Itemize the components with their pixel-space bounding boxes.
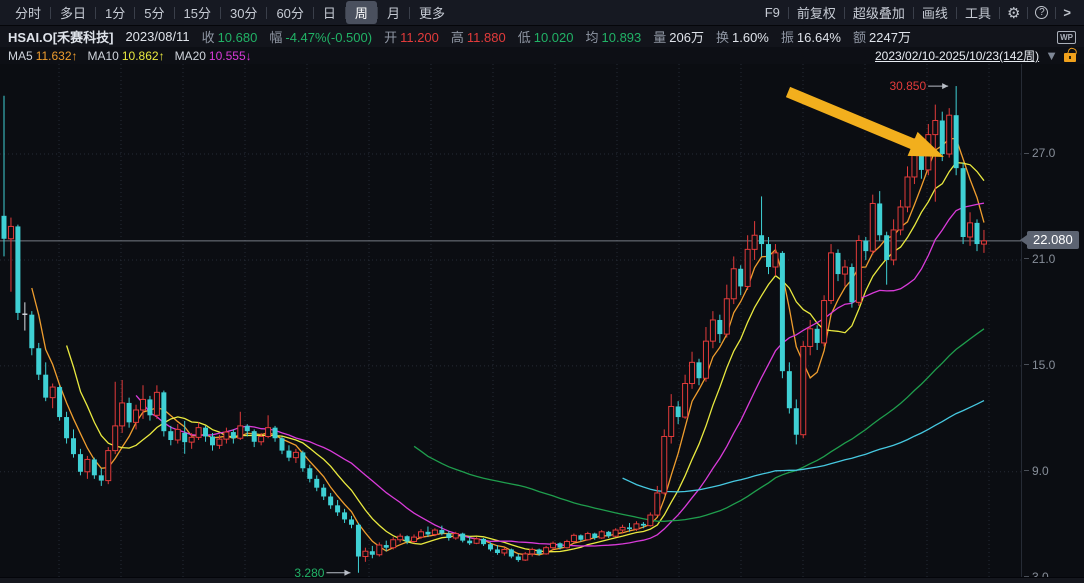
ma-legend-bar: MA5 11.632↑ MA10 10.862↑ MA20 10.555↓ 2023/02…: [0, 47, 1084, 64]
separator: [843, 6, 845, 19]
quote-field-开: 开 11.200: [384, 30, 439, 45]
period-tab-15分[interactable]: 15分: [183, 6, 211, 21]
period-tab-5分[interactable]: 5分: [144, 6, 165, 21]
ma-legend-items: MA5 11.632↑ MA10 10.862↑ MA20 10.555↓: [8, 49, 262, 63]
candlestick-chart[interactable]: 30.850 3.280: [0, 64, 1022, 583]
period-tab-日[interactable]: 日: [322, 6, 336, 21]
tool-button-超级叠加[interactable]: 超级叠加: [852, 6, 905, 21]
separator: [408, 6, 410, 19]
help-icon[interactable]: ?: [1028, 6, 1055, 19]
tool-button-画线[interactable]: 画线: [921, 6, 948, 21]
period-tab-30分[interactable]: 30分: [229, 6, 258, 21]
quote-field-低: 低 10.020: [517, 30, 574, 45]
period-toolbar: 分时 多日 1分 5分 15分 30分 60分 日周月 更多 F9 前复权 超级叠加 画线 工具 ⚙ ?…: [0, 0, 1084, 26]
quote-field-量: 量 206万: [653, 30, 704, 45]
svg-text:30.850: 30.850: [889, 79, 926, 93]
quote-field-均: 均 10.893: [585, 30, 642, 45]
wp-monitor-icon[interactable]: WP: [1057, 31, 1076, 44]
period-tab-1分[interactable]: 1分: [105, 6, 126, 21]
ma-legend-MA5: MA5 11.632↑: [8, 48, 78, 63]
period-tab-月[interactable]: 月: [386, 6, 400, 21]
separator: [95, 6, 97, 19]
axis-tick-15.0: 15.0: [1024, 358, 1055, 372]
quote-fields: 收 10.680 幅 -4.47%(-0.500) 开 11.200 高 11.880 低 10.…: [202, 27, 923, 46]
axis-tick-9.0: 9.0: [1024, 464, 1049, 478]
tool-button-前复权[interactable]: 前复权: [796, 6, 836, 21]
last-price-badge: 22.080: [1020, 230, 1079, 249]
separator: [344, 6, 346, 19]
quote-field-额: 额 2247万: [852, 30, 911, 45]
price-axis[interactable]: 27.021.015.09.03.0: [1022, 64, 1084, 583]
axis-tick-27.0: 27.0: [1024, 146, 1055, 160]
separator: [219, 6, 221, 19]
quote-field-收: 收 10.680: [201, 30, 258, 45]
period-tab-多日[interactable]: 多日: [60, 6, 87, 21]
toolbar-right: F9 前复权 超级叠加 画线 工具 ⚙ ? >: [757, 1, 1078, 24]
quote-field-高: 高 11.880: [450, 30, 506, 45]
period-tab-60分[interactable]: 60分: [276, 6, 304, 21]
tool-button-工具[interactable]: 工具: [964, 6, 991, 21]
range-dropdown-icon[interactable]: ▼: [1045, 48, 1058, 63]
quote-field-幅: 幅 -4.47%(-0.500): [269, 30, 373, 45]
stock-symbol: HSAI.O[禾赛科技]: [8, 30, 114, 45]
period-tab-更多[interactable]: 更多: [418, 6, 445, 21]
separator: [955, 6, 957, 19]
separator: [376, 6, 378, 19]
ma-legend-MA20: MA20 10.555↓: [174, 48, 252, 63]
ma-legend-MA10: MA10 10.862↑: [87, 48, 165, 63]
unlock-icon[interactable]: [1064, 53, 1076, 62]
quote-field-换: 换 1.60%: [715, 30, 769, 45]
chevron-right-icon[interactable]: >: [1063, 5, 1071, 20]
separator: [912, 6, 914, 19]
separator: [1055, 6, 1057, 19]
separator: [998, 6, 1000, 19]
gear-icon[interactable]: ⚙: [1006, 4, 1021, 22]
quote-date: 2023/08/11: [125, 29, 190, 44]
separator: [1027, 6, 1029, 19]
svg-text:3.280: 3.280: [294, 566, 324, 580]
period-tab-周[interactable]: 周: [345, 1, 377, 24]
axis-separator: [1021, 64, 1022, 583]
separator: [787, 6, 789, 19]
separator: [312, 6, 314, 19]
separator: [266, 6, 268, 19]
separator: [50, 6, 52, 19]
period-tab-分时[interactable]: 分时: [15, 6, 42, 21]
bottom-strip: [0, 577, 1084, 583]
quote-field-振: 振 16.64%: [780, 30, 841, 45]
separator: [134, 6, 136, 19]
date-range-link[interactable]: 2023/02/10-2025/10/23(142周): [874, 49, 1040, 63]
tool-buttons: F9 前复权 超级叠加 画线 工具: [757, 1, 1000, 24]
separator: [173, 6, 175, 19]
tool-button-F9[interactable]: F9: [764, 5, 780, 20]
axis-tick-21.0: 21.0: [1024, 252, 1055, 266]
quote-info-bar: HSAI.O[禾赛科技] 2023/08/11 收 10.680 幅 -4.47%(-…: [0, 26, 1084, 47]
period-tabs: 分时 多日 1分 5分 15分 30分 60分 日周月 更多: [6, 1, 454, 24]
